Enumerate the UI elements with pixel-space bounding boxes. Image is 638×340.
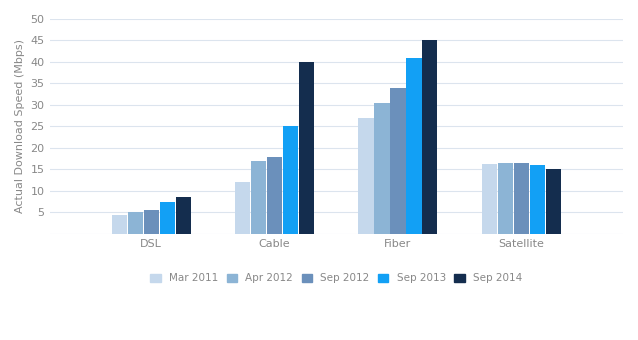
Bar [498,163,513,234]
Bar [406,58,422,234]
Bar [235,182,250,234]
Bar [514,163,529,234]
Bar [128,212,143,234]
Bar [375,103,390,234]
Legend: Mar 2011, Apr 2012, Sep 2012, Sep 2013, Sep 2014: Mar 2011, Apr 2012, Sep 2012, Sep 2013, … [151,273,522,284]
Y-axis label: Actual Download Speed (Mbps): Actual Download Speed (Mbps) [15,39,25,214]
Bar [545,169,561,234]
Bar [482,164,497,234]
Bar [112,215,127,234]
Bar [251,161,266,234]
Bar [299,62,314,234]
Bar [160,202,175,234]
Bar [530,165,545,234]
Bar [359,118,374,234]
Bar [175,198,191,234]
Bar [422,40,438,234]
Bar [144,210,159,234]
Bar [283,126,298,234]
Bar [390,88,406,234]
Bar [267,156,282,234]
